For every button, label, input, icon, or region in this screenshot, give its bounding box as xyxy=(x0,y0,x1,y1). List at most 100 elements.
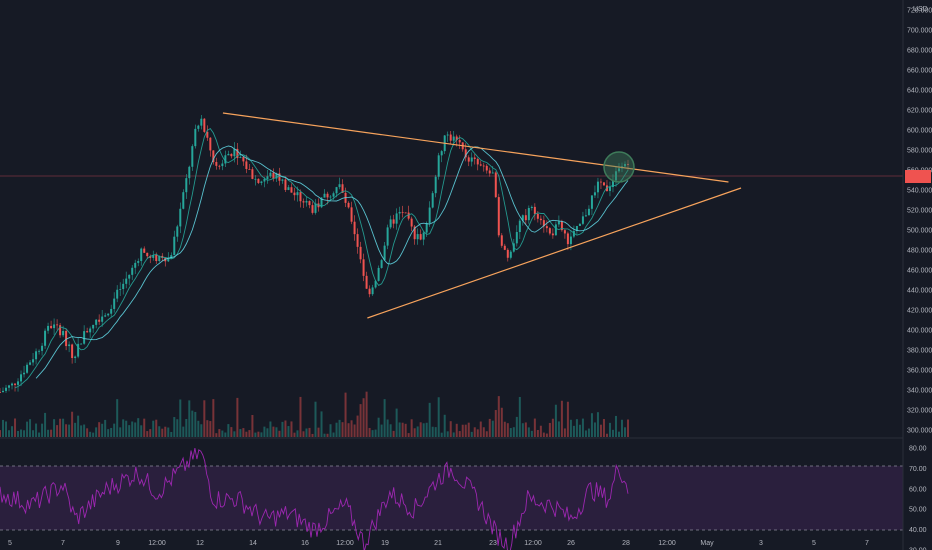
breakout-highlight-circle[interactable] xyxy=(603,151,635,183)
volume-bar xyxy=(533,418,536,437)
volume-bar xyxy=(311,433,314,437)
volume-bar xyxy=(440,432,443,437)
candle-body xyxy=(572,231,575,237)
volume-bar xyxy=(590,413,593,437)
volume-bar xyxy=(215,433,218,437)
time-tick-label: 12:00 xyxy=(658,540,676,547)
volume-bar xyxy=(476,429,479,437)
volume-bar xyxy=(419,422,422,437)
volume-bar xyxy=(11,426,14,437)
price-tick-label: 460.000 xyxy=(907,268,932,275)
candle-body xyxy=(440,151,443,156)
candle-body xyxy=(566,233,569,245)
volume-bar xyxy=(23,430,26,437)
candle-body xyxy=(146,252,149,257)
time-tick-label: 28 xyxy=(622,540,630,547)
volume-bar xyxy=(236,397,239,437)
volume-bar xyxy=(38,432,41,437)
volume-bar xyxy=(608,422,611,437)
candle-body xyxy=(584,215,587,217)
price-tick-label: 440.000 xyxy=(907,288,932,295)
candle-body xyxy=(71,344,74,359)
candle-body xyxy=(260,181,263,183)
volume-bar xyxy=(611,429,614,437)
trendlines[interactable] xyxy=(222,112,742,319)
volume-bar xyxy=(563,428,566,437)
candle-body xyxy=(320,197,323,208)
volume-bar xyxy=(188,400,191,437)
volume-bar xyxy=(500,407,503,437)
price-axis[interactable]: USD 720.000 700.000 680.000 660.000 640.000 6… xyxy=(902,0,932,550)
volume-bar xyxy=(128,425,131,437)
volume-bar xyxy=(326,433,329,437)
candle-body xyxy=(524,215,527,221)
volume-bar xyxy=(557,421,560,437)
volume-bar xyxy=(596,412,599,437)
price-tick-label: 360.000 xyxy=(907,368,932,375)
candle-body xyxy=(323,193,326,198)
volume-bar xyxy=(581,418,584,437)
volume-bar xyxy=(131,421,134,437)
candle-body xyxy=(11,383,14,386)
volume-bar xyxy=(104,419,107,437)
price-tick-label: 600.000 xyxy=(907,128,932,135)
candle-body xyxy=(266,176,269,180)
candle-body xyxy=(221,163,224,167)
candle-body xyxy=(503,245,506,250)
candle-body xyxy=(332,193,335,197)
volume-bar xyxy=(314,401,317,437)
candle-body xyxy=(278,173,281,181)
volume-bar xyxy=(2,419,5,437)
candle-body xyxy=(68,344,71,347)
price-tick-label: 400.000 xyxy=(907,328,932,335)
time-axis[interactable]: 5 7 9 12:00 12 14 16 12:00 19 21 23 12:00 26 28 12:00 M… xyxy=(8,540,869,547)
volume-bar xyxy=(530,430,533,437)
volume-bar xyxy=(26,421,29,437)
candle-body xyxy=(356,234,359,247)
volume-bar xyxy=(587,428,590,437)
candle-body xyxy=(92,324,95,329)
volume-bar xyxy=(392,430,395,437)
volume-bar xyxy=(482,427,485,437)
rsi-tick-label: 50.00 xyxy=(909,507,927,514)
candle-body xyxy=(212,150,215,162)
volume-bar xyxy=(422,423,425,437)
volume-bar xyxy=(77,415,80,437)
volume-bar xyxy=(620,419,623,437)
candle-body xyxy=(614,171,617,181)
price-tick-label: 540.000 xyxy=(907,188,932,195)
candle-body xyxy=(128,274,131,279)
volume-bar xyxy=(335,422,338,437)
candle-body xyxy=(215,161,218,166)
candle-body xyxy=(80,343,83,345)
volume-bar xyxy=(134,422,137,437)
volume-bar xyxy=(443,414,446,437)
candle-body xyxy=(143,248,146,253)
candle-body xyxy=(134,262,137,268)
candle-body xyxy=(539,218,542,221)
candle-body xyxy=(521,215,524,221)
volume-bar xyxy=(263,426,266,437)
volume-bar xyxy=(143,418,146,437)
volume-bar xyxy=(83,424,86,437)
lower-trendline xyxy=(367,187,742,319)
candle-body xyxy=(497,197,500,236)
rsi-tick-label: 30.00 xyxy=(909,547,927,550)
candle-body xyxy=(365,275,368,289)
candle-body xyxy=(14,383,17,385)
volume-bar xyxy=(200,424,203,437)
volume-bar xyxy=(149,429,152,437)
candle-body xyxy=(98,319,101,322)
candle-body xyxy=(371,287,374,295)
volume-bar xyxy=(446,431,449,437)
candle-body xyxy=(449,134,452,141)
candle-body xyxy=(0,392,1,393)
volume-bar xyxy=(398,422,401,437)
volume-bar xyxy=(92,432,95,437)
candle-body xyxy=(464,149,467,158)
volume-bar xyxy=(539,425,542,437)
volume-bar xyxy=(374,429,377,437)
volume-bar xyxy=(137,418,140,437)
